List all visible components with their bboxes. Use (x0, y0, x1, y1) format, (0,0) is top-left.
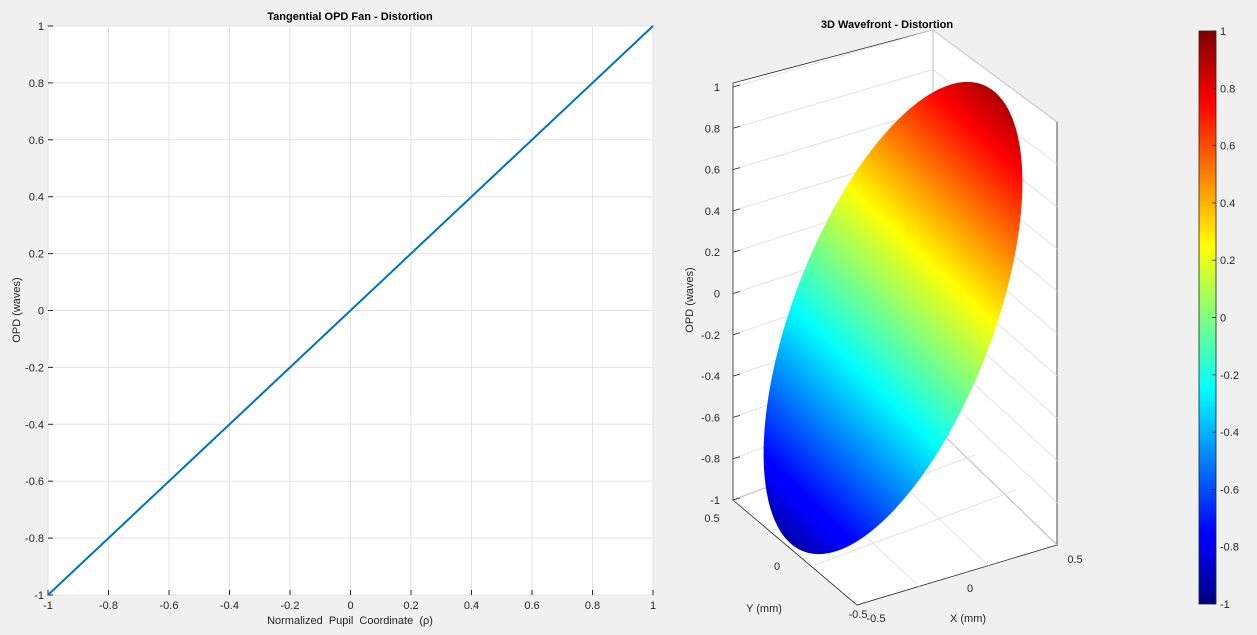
wavefront-z-tick-mark (732, 456, 741, 460)
wavefront-y-tick: 0.5 (704, 513, 719, 525)
opd-fan-x-tick-label: -0.2 (281, 600, 300, 612)
wavefront-surface (763, 81, 1023, 555)
opd-fan-y-tick-label: -0.4 (25, 419, 44, 431)
opd-fan-y-tick-label: 0.6 (29, 135, 44, 147)
wavefront-zlabel: OPD (waves) (684, 267, 696, 332)
opd-fan-x-tick-label: 0.8 (585, 600, 600, 612)
wavefront-z-tick-label: -0.2 (701, 330, 720, 342)
colorbar-tick-label: -0.2 (1220, 370, 1239, 382)
wavefront-y-tick: 0 (774, 561, 780, 573)
wavefront-z-tick-label: -0.4 (701, 371, 720, 383)
opd-fan-grid (47, 25, 654, 596)
opd-fan-x-tick-label: -0.4 (220, 600, 239, 612)
colorbar-tick-label: 1 (1220, 26, 1226, 38)
opd-fan-x-tick-label: -0.8 (99, 600, 118, 612)
opd-fan-y-tick-label: 1 (38, 21, 44, 33)
opd-fan-y-tick-label: -0.2 (25, 362, 44, 374)
colorbar-tick-label: -0.4 (1220, 427, 1239, 439)
wavefront-title: 3D Wavefront - Distortion (821, 19, 953, 31)
wavefront-ylabel: Y (mm) (746, 603, 782, 615)
wavefront-z-tick-label: 0.2 (705, 247, 720, 259)
opd-fan-x-tick-label: 0.6 (524, 600, 539, 612)
opd-fan-x-tick-label: 0.4 (464, 600, 479, 612)
wavefront-z-tick-mark (732, 249, 741, 253)
opd-fan-x-ticks: -1 -0.8 -0.6 -0.4 -0.2 0 0.2 0.4 0.6 0.8 1 (43, 590, 656, 612)
opd-fan-y-tick-label: 0.2 (29, 249, 44, 261)
opd-fan-x-tick-label: 0.2 (403, 600, 418, 612)
opd-fan-y-tick-label: 0 (38, 306, 44, 318)
wavefront-y-tick: -0.5 (849, 609, 868, 621)
wavefront-x-tick: -0.5 (867, 613, 886, 625)
wavefront-z-tick-mark (732, 415, 741, 418)
wavefront-z-tick-label: 0.8 (705, 123, 720, 135)
wavefront-3d-chart: 1 0.8 0.6 0.4 0.2 0 -0.2 -0.4 -0.6 -0.8 -1 -0.5 0 … (684, 19, 1083, 625)
wavefront-x-tick: 0.5 (1067, 554, 1082, 566)
wavefront-z-tick-mark (732, 373, 741, 377)
wavefront-z-tick-label: -0.8 (701, 454, 720, 466)
opd-fan-series-line (47, 25, 654, 596)
wavefront-z-tick-mark (732, 332, 741, 336)
wavefront-z-tick-mark (732, 167, 741, 170)
colorbar-tick-label: 0.6 (1220, 141, 1235, 153)
opd-fan-y-tick-label: 0.4 (29, 192, 44, 204)
opd-fan-x-tick-label: -1 (43, 600, 53, 612)
opd-fan-x-tick-label: 0 (347, 600, 353, 612)
colorbar-ticks: 1 0.8 0.6 0.4 0.2 0 -0.2 -0.4 -0.6 -0.8 -1 (1212, 26, 1239, 611)
wavefront-z-tick-mark (732, 84, 741, 88)
wavefront-z-tick-label: 1 (714, 82, 720, 94)
wavefront-z-tick-label: 0.6 (705, 165, 720, 177)
wavefront-z-tick-mark (732, 291, 741, 294)
wavefront-x-ticks: -0.5 0 0.5 (867, 554, 1083, 625)
opd-fan-y-tick-label: 0.8 (29, 78, 44, 90)
colorbar-tick-label: -0.6 (1220, 484, 1239, 496)
opd-fan-ylabel: OPD (waves) (11, 277, 23, 342)
opd-fan-x-tick-label: 1 (650, 600, 656, 612)
colorbar-tick-label: 0.4 (1220, 198, 1235, 210)
wavefront-z-tick-label: -1 (710, 495, 720, 507)
wavefront-z-tick-label: 0.4 (705, 206, 720, 218)
opd-fan-x-tick-label: -0.6 (160, 600, 179, 612)
colorbar-tick-label: -1 (1220, 599, 1230, 611)
colorbar-tick-label: 0.2 (1220, 255, 1235, 267)
wavefront-z-tick-label: 0 (714, 289, 720, 301)
colorbar-tick-label: -0.8 (1220, 542, 1239, 554)
opd-fan-y-ticks: 1 0.8 0.6 0.4 0.2 0 -0.2 -0.4 -0.6 -0.8 -1 (25, 21, 53, 602)
opd-fan-y-tick-label: -0.6 (25, 476, 44, 488)
wavefront-z-tick-mark (732, 497, 741, 501)
wavefront-z-gridline (732, 29, 1058, 123)
wavefront-y-ticks: 0.5 0 -0.5 (704, 513, 867, 621)
opd-fan-y-tick-label: -1 (34, 590, 44, 602)
colorbar-tick-label: 0 (1220, 313, 1226, 325)
colorbar: 1 0.8 0.6 0.4 0.2 0 -0.2 -0.4 -0.6 -0.8 -1 (1198, 26, 1239, 611)
wavefront-x-tick: 0 (967, 583, 973, 595)
wavefront-z-ticks: 1 0.8 0.6 0.4 0.2 0 -0.2 -0.4 -0.6 -0.8 -1 (701, 82, 741, 507)
opd-fan-chart: -1 -0.8 -0.6 -0.4 -0.2 0 0.2 0.4 0.6 0.8 1 1 0.8 0.6… (11, 11, 656, 627)
wavefront-z-tick-mark (732, 208, 741, 212)
opd-fan-title: Tangential OPD Fan - Distortion (267, 11, 433, 23)
colorbar-tick-label: 0.8 (1220, 83, 1235, 95)
opd-fan-y-tick-label: -0.8 (25, 533, 44, 545)
wavefront-z-tick-mark (732, 125, 741, 129)
wavefront-z-tick-label: -0.6 (701, 412, 720, 424)
opd-fan-xlabel: Normalized Pupil Coordinate (ρ) (267, 615, 433, 627)
wavefront-xlabel: X (mm) (950, 613, 986, 625)
